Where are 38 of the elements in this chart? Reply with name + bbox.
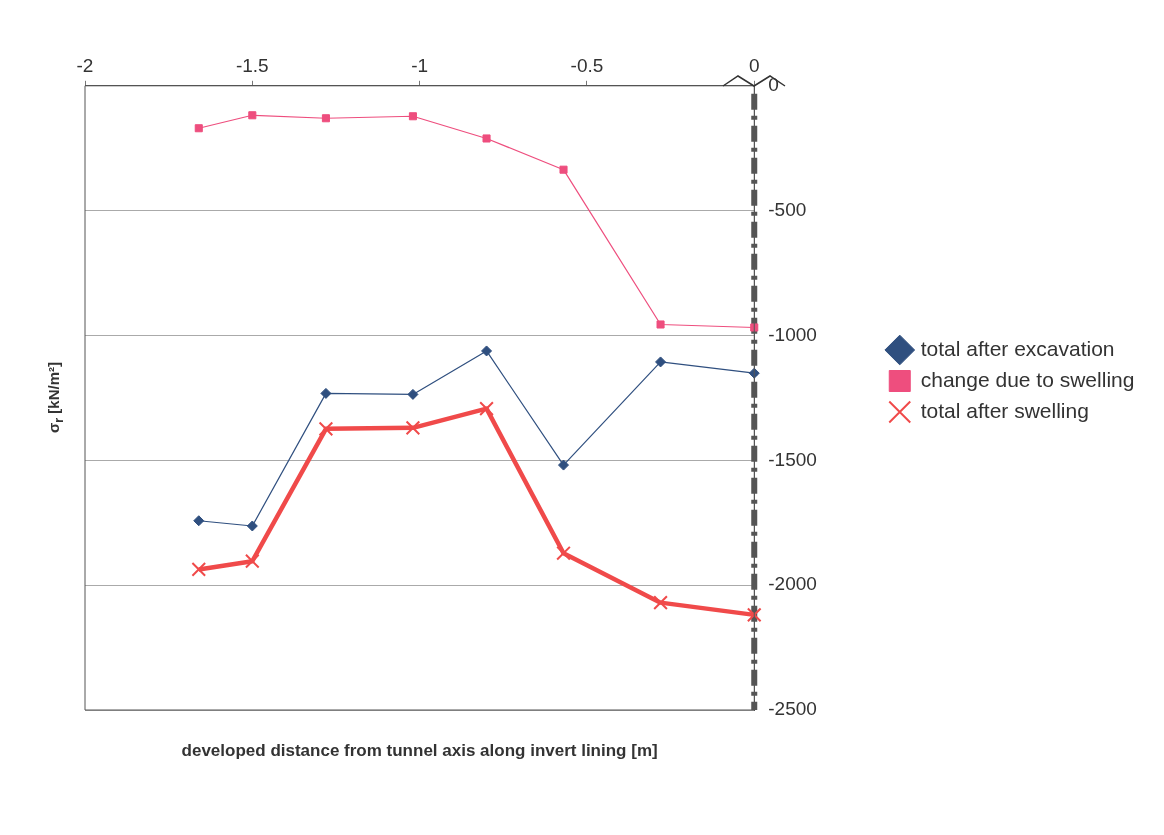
point	[194, 124, 203, 133]
point	[248, 111, 257, 120]
point	[653, 595, 668, 610]
point	[408, 112, 417, 121]
point	[656, 320, 665, 329]
point	[559, 165, 568, 174]
point	[481, 345, 493, 357]
point	[556, 545, 571, 561]
legend-label: total after excavation	[920, 336, 1115, 360]
point	[482, 134, 491, 143]
point	[320, 387, 332, 399]
point	[246, 520, 258, 532]
point	[558, 459, 570, 471]
legend-label: total after swelling	[920, 398, 1089, 422]
point	[318, 421, 334, 437]
point	[191, 562, 207, 577]
y-tick-label: -500	[768, 198, 807, 220]
point	[750, 323, 759, 332]
x-tick-label: -2	[76, 54, 94, 76]
point	[321, 114, 330, 123]
x-tick-label: 0	[748, 54, 760, 76]
x-tick-label: -1	[411, 54, 429, 76]
point	[746, 607, 762, 623]
point	[193, 515, 205, 527]
point	[407, 388, 419, 400]
point	[405, 420, 421, 436]
point	[479, 401, 494, 416]
x-tick-label: -1.5	[235, 54, 269, 76]
y-tick-label: -2500	[768, 698, 817, 720]
y-tick-label: -1000	[768, 323, 817, 345]
point	[655, 356, 667, 368]
y-tick-label: -2000	[768, 573, 817, 595]
x-axis-title: developed distance from tunnel axis along invert lining [m]	[180, 740, 659, 762]
y-tick-label: 0	[768, 74, 779, 96]
point	[244, 553, 260, 569]
legend-label: change due to swelling	[920, 367, 1135, 391]
x-tick-label: -0.5	[570, 54, 604, 76]
y-tick-label: -1500	[768, 448, 817, 470]
